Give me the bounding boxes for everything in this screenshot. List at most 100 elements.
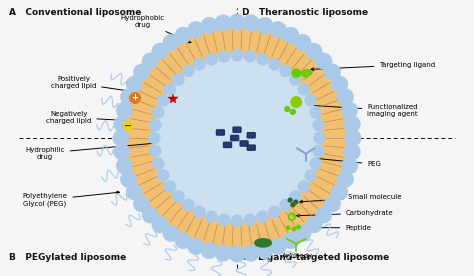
Ellipse shape: [292, 227, 295, 231]
Ellipse shape: [313, 119, 325, 131]
Ellipse shape: [256, 17, 273, 34]
Ellipse shape: [152, 43, 168, 60]
Ellipse shape: [316, 53, 332, 69]
Text: Hydrophobic
drug: Hydrophobic drug: [120, 15, 191, 43]
Text: Small molecule: Small molecule: [300, 194, 402, 203]
Ellipse shape: [182, 65, 194, 77]
Text: A   Conventional liposome: A Conventional liposome: [9, 8, 142, 17]
Text: Protein: Protein: [237, 249, 262, 255]
Ellipse shape: [133, 196, 150, 212]
Ellipse shape: [152, 106, 164, 118]
Ellipse shape: [291, 109, 295, 114]
Ellipse shape: [149, 145, 161, 157]
Ellipse shape: [297, 225, 300, 229]
Text: −: −: [124, 121, 132, 131]
Ellipse shape: [243, 15, 259, 31]
Ellipse shape: [280, 65, 292, 77]
Ellipse shape: [173, 73, 184, 86]
Ellipse shape: [280, 199, 292, 211]
Ellipse shape: [337, 171, 354, 187]
Ellipse shape: [164, 83, 176, 95]
Ellipse shape: [231, 215, 243, 227]
Ellipse shape: [285, 107, 290, 112]
FancyBboxPatch shape: [247, 145, 255, 150]
Ellipse shape: [116, 158, 133, 174]
Text: +: +: [132, 94, 138, 102]
Ellipse shape: [126, 76, 143, 92]
Text: B   PEGylated liposome: B PEGylated liposome: [9, 253, 127, 262]
Ellipse shape: [231, 49, 243, 61]
Ellipse shape: [218, 50, 230, 62]
FancyBboxPatch shape: [247, 132, 255, 138]
Ellipse shape: [114, 116, 130, 132]
Ellipse shape: [152, 216, 168, 233]
Ellipse shape: [201, 17, 218, 34]
Ellipse shape: [188, 238, 204, 255]
Ellipse shape: [120, 89, 137, 105]
Ellipse shape: [270, 21, 286, 38]
Ellipse shape: [294, 200, 298, 204]
Ellipse shape: [305, 94, 317, 107]
Ellipse shape: [290, 73, 301, 86]
Ellipse shape: [193, 206, 206, 218]
Ellipse shape: [306, 43, 322, 60]
Ellipse shape: [344, 144, 360, 160]
Ellipse shape: [324, 64, 341, 80]
Ellipse shape: [337, 89, 354, 105]
Text: C   Ligand-targeted liposome: C Ligand-targeted liposome: [242, 253, 389, 262]
Ellipse shape: [163, 34, 180, 51]
Ellipse shape: [344, 116, 360, 132]
Ellipse shape: [154, 55, 320, 221]
Ellipse shape: [345, 130, 361, 146]
Ellipse shape: [120, 171, 137, 187]
FancyBboxPatch shape: [240, 141, 248, 146]
Ellipse shape: [305, 169, 317, 182]
Ellipse shape: [229, 246, 245, 262]
Ellipse shape: [316, 207, 332, 223]
Ellipse shape: [169, 70, 305, 206]
FancyBboxPatch shape: [217, 130, 224, 135]
Ellipse shape: [324, 196, 341, 212]
Ellipse shape: [287, 226, 290, 229]
Ellipse shape: [201, 242, 218, 259]
Ellipse shape: [341, 102, 358, 118]
Ellipse shape: [114, 144, 130, 160]
Text: PEG: PEG: [315, 157, 381, 167]
Ellipse shape: [268, 58, 281, 70]
Ellipse shape: [148, 132, 160, 144]
Ellipse shape: [288, 198, 292, 202]
FancyBboxPatch shape: [233, 127, 241, 132]
Ellipse shape: [256, 211, 269, 223]
Ellipse shape: [341, 158, 358, 174]
Ellipse shape: [205, 53, 218, 65]
Ellipse shape: [116, 102, 133, 118]
Ellipse shape: [294, 225, 311, 242]
Ellipse shape: [188, 21, 204, 38]
Text: Antibody: Antibody: [282, 253, 313, 259]
Text: Polyethylene
Glycol (PEG): Polyethylene Glycol (PEG): [23, 191, 119, 207]
Ellipse shape: [294, 34, 311, 51]
Ellipse shape: [310, 158, 322, 170]
Ellipse shape: [268, 206, 281, 218]
Text: Carbohydrate: Carbohydrate: [297, 210, 393, 217]
Ellipse shape: [218, 214, 230, 226]
Ellipse shape: [291, 97, 301, 107]
Ellipse shape: [163, 225, 180, 242]
Ellipse shape: [306, 216, 322, 233]
Ellipse shape: [243, 245, 259, 261]
Ellipse shape: [313, 145, 325, 157]
Ellipse shape: [193, 58, 206, 70]
FancyBboxPatch shape: [231, 136, 238, 141]
Ellipse shape: [133, 64, 150, 80]
Ellipse shape: [331, 184, 348, 200]
Ellipse shape: [298, 83, 310, 95]
Ellipse shape: [123, 121, 133, 130]
Ellipse shape: [244, 50, 256, 62]
Ellipse shape: [113, 130, 129, 146]
Ellipse shape: [215, 245, 231, 261]
Ellipse shape: [126, 184, 143, 200]
Ellipse shape: [255, 239, 271, 247]
Ellipse shape: [175, 232, 191, 249]
Ellipse shape: [283, 232, 299, 249]
Ellipse shape: [256, 53, 269, 65]
